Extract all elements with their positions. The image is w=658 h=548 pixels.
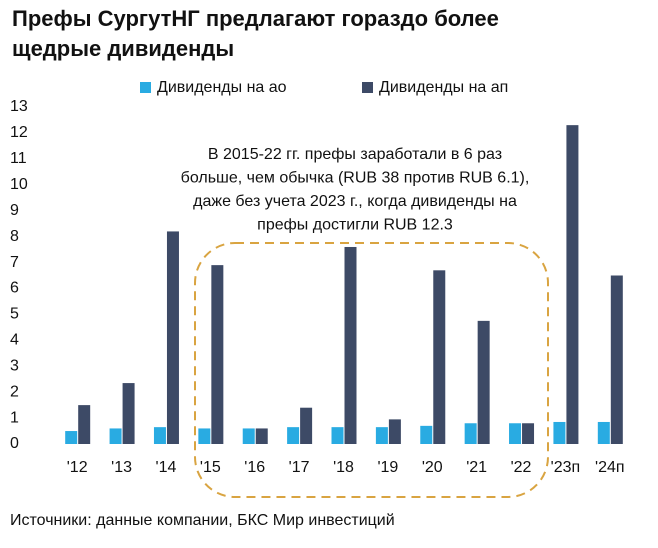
x-tick-label: '22 xyxy=(511,459,532,476)
bar xyxy=(65,431,78,444)
bar xyxy=(509,423,522,444)
y-tick-label: 11 xyxy=(10,150,27,167)
x-tick-label: '18 xyxy=(333,459,354,476)
y-tick-label: 12 xyxy=(10,124,28,141)
bar xyxy=(566,125,579,445)
annotation: больше, чем обычка (RUB 38 против RUB 6.… xyxy=(181,170,530,187)
chart-title: Префы СургутНГ предлагают гораздо более xyxy=(12,6,499,31)
x-tick-label: '24п xyxy=(595,459,625,476)
bar xyxy=(597,421,610,444)
x-tick-label: '15 xyxy=(200,459,221,476)
bar xyxy=(109,428,122,444)
bar xyxy=(388,419,401,444)
y-tick-label: 1 xyxy=(10,409,19,426)
bar xyxy=(211,265,224,444)
legend-swatch xyxy=(362,82,373,93)
highlight-frame xyxy=(194,242,549,498)
x-tick-label: '14 xyxy=(156,459,177,476)
bar xyxy=(420,425,433,444)
x-tick-label: '13 xyxy=(111,459,132,476)
y-tick-label: 8 xyxy=(10,228,19,245)
x-tick-label: '17 xyxy=(289,459,310,476)
bar xyxy=(166,231,179,444)
bar xyxy=(242,428,255,444)
bar xyxy=(553,421,566,444)
bar xyxy=(433,270,446,444)
bar xyxy=(464,423,477,444)
y-tick-label: 4 xyxy=(10,332,19,349)
x-tick-label: '16 xyxy=(244,459,265,476)
y-tick-label: 10 xyxy=(10,176,28,193)
x-tick-label: '21 xyxy=(466,459,487,476)
bar xyxy=(610,275,623,444)
legend-swatch xyxy=(140,82,151,93)
legend-label: Дивиденды на ао xyxy=(157,79,287,96)
y-tick-label: 9 xyxy=(10,202,19,219)
x-tick-label: '12 xyxy=(67,459,88,476)
y-tick-label: 13 xyxy=(10,98,28,115)
bar xyxy=(78,405,91,444)
annotation: префы достигли RUB 12.3 xyxy=(257,217,453,234)
bar xyxy=(522,423,535,444)
y-tick-label: 3 xyxy=(10,357,19,374)
bar xyxy=(287,427,300,444)
annotation: В 2015-22 гг. префы заработали в 6 раз xyxy=(208,146,502,163)
y-tick-label: 0 xyxy=(10,435,19,452)
y-tick-label: 2 xyxy=(10,383,19,400)
x-tick-label: '20 xyxy=(422,459,443,476)
bar xyxy=(198,428,211,444)
y-tick-label: 5 xyxy=(10,306,19,323)
bar xyxy=(375,427,388,444)
chart-title: щедрые дивиденды xyxy=(12,36,234,61)
x-tick-label: '19 xyxy=(377,459,398,476)
bar xyxy=(255,428,268,444)
bar xyxy=(153,427,166,444)
legend-label: Дивиденды на ап xyxy=(379,79,508,96)
y-tick-label: 7 xyxy=(10,254,19,271)
bar xyxy=(477,320,490,444)
y-tick-label: 6 xyxy=(10,280,19,297)
bar xyxy=(300,407,313,444)
bar xyxy=(331,427,344,444)
bar xyxy=(122,383,135,444)
bar xyxy=(344,246,357,444)
annotation: даже без учета 2023 г., когда дивиденды … xyxy=(193,193,517,210)
source: Источники: данные компании, БКС Мир инве… xyxy=(10,512,395,529)
x-tick-label: '23п xyxy=(551,459,581,476)
